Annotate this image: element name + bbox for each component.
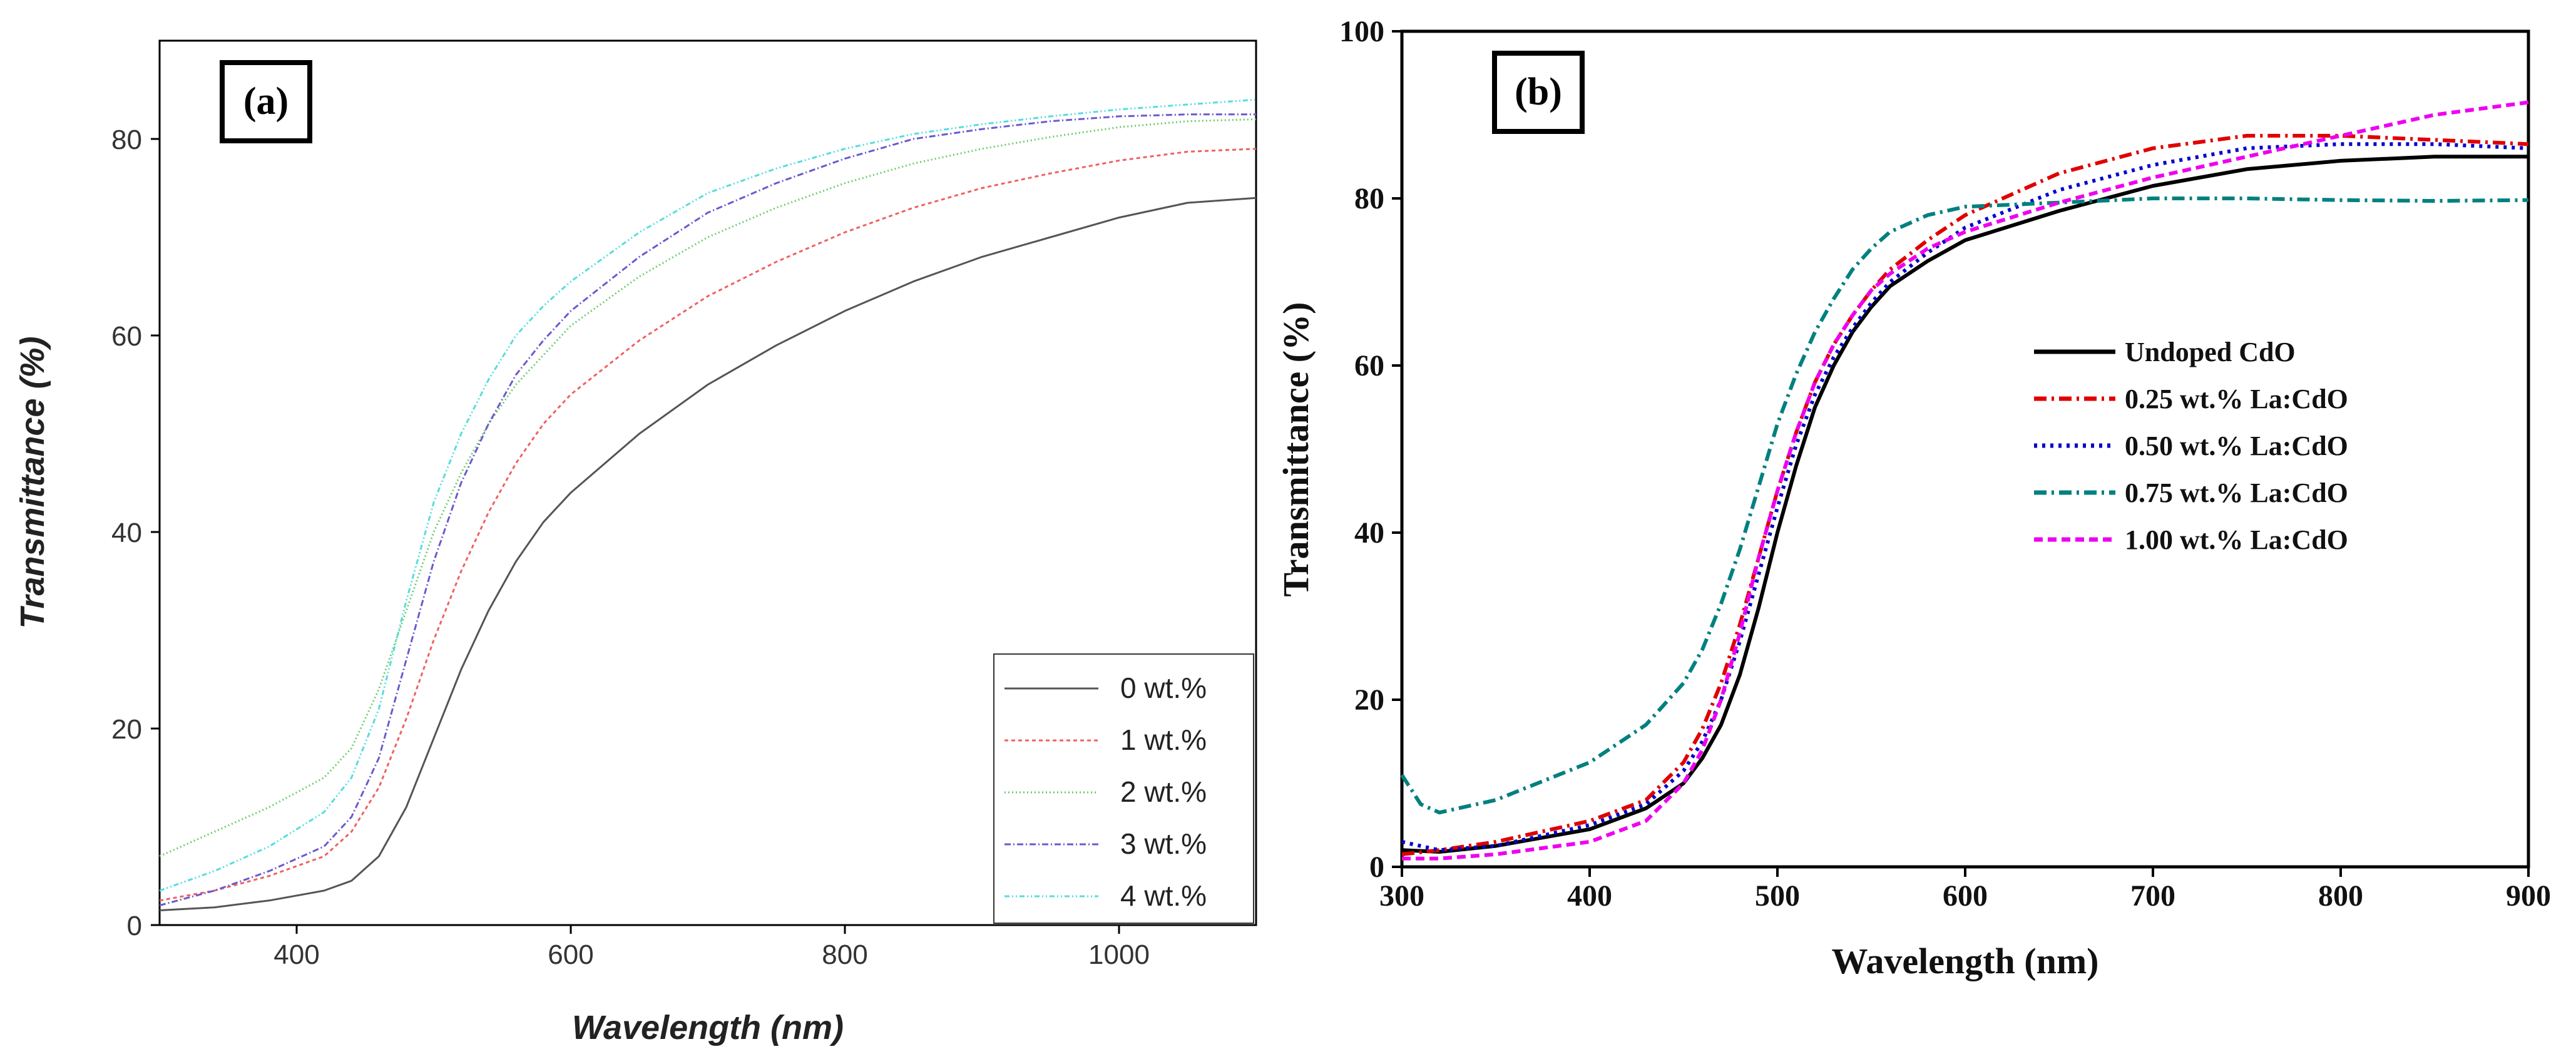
chart-a-series-line-4	[159, 113, 1256, 907]
chart-b-series-line-2	[1401, 133, 2529, 856]
chart-b-xtick-label: 900	[2506, 879, 2551, 913]
chart-a-panel-label: (a)	[243, 80, 289, 123]
chart-a: 400 600 800 1000 0 20 40 60 80 (a) Wavelength (n…	[14, 39, 1257, 1046]
chart-b-series-line-3	[1401, 142, 2529, 852]
chart-b-plot-frame	[1400, 29, 2530, 869]
chart-b-legend-label: 1.00 wt.% La:CdO	[2125, 524, 2348, 555]
chart-b-legend: Undoped CdO 0.25 wt.% La:CdO 0.50 wt.% La:…	[2034, 337, 2348, 555]
chart-b-ytick-label: 60	[1354, 349, 1384, 382]
chart-a-ytick-label: 20	[111, 714, 142, 745]
chart-b-ytick-label: 80	[1354, 182, 1384, 215]
chart-a-legend-label: 0 wt.%	[1120, 672, 1207, 704]
chart-a-series	[159, 98, 1257, 911]
chart-b-panel-label-box	[1492, 51, 1585, 134]
chart-b-xlabel: Wavelength (nm)	[1832, 941, 2099, 981]
chart-b-ytick-label: 40	[1354, 516, 1384, 550]
chart-a-ytick-label: 0	[127, 911, 142, 941]
chart-b-ylabel: Transmittance (%)	[1275, 302, 1316, 597]
chart-b-xtick-label: 300	[1379, 879, 1424, 913]
chart-b-series-line-1	[1401, 155, 2528, 854]
chart-a-legend-label: 3 wt.%	[1120, 827, 1207, 860]
chart-a-xtick-label: 400	[273, 939, 319, 970]
chart-a-legend: 0 wt.% 1 wt.% 2 wt.% 3 wt.% 4 wt.%	[993, 653, 1254, 924]
chart-b-ytick-label: 100	[1339, 15, 1384, 48]
chart-b-legend-label: 0.75 wt.% La:CdO	[2125, 478, 2348, 508]
chart-a-ylabel: Transmittance (%)	[14, 336, 51, 628]
chart-a-xlabel: Wavelength (nm)	[572, 1009, 844, 1046]
chart-b-ticks: 300 400 500 600 700 800 900 0 20 40 60 80 100	[1339, 15, 2551, 913]
chart-b-xtick-label: 700	[2130, 879, 2175, 913]
chart-a-ticks: 400 600 800 1000 0 20 40 60 80	[111, 125, 1150, 970]
chart-a-ytick-label: 40	[111, 518, 142, 548]
chart-b-ytick-label: 0	[1369, 851, 1384, 884]
chart-b: 300 400 500 600 700 800 900 0 20 40 60 80 100 (b) Wa…	[1275, 15, 2551, 981]
chart-a-series-line-3	[159, 118, 1257, 857]
chart-a-series-line-5	[159, 98, 1257, 892]
chart-b-legend-label: Undoped CdO	[2125, 337, 2296, 367]
chart-b-legend-label: 0.25 wt.% La:CdO	[2125, 384, 2348, 414]
chart-a-ytick-label: 60	[111, 321, 142, 352]
chart-a-series-line-1	[159, 197, 1257, 911]
chart-b-series-line-5	[1402, 100, 2529, 861]
chart-a-legend-label: 4 wt.%	[1120, 879, 1207, 912]
chart-a-xtick-label: 600	[548, 939, 593, 970]
chart-b-series	[1400, 100, 2529, 861]
chart-a-xtick-label: 800	[822, 939, 867, 970]
chart-b-xtick-label: 400	[1567, 879, 1612, 913]
chart-a-panel-label-box	[220, 60, 312, 143]
chart-a-ytick-label: 80	[111, 125, 142, 155]
chart-b-panel-label: (b)	[1515, 71, 1562, 113]
chart-b-xtick-label: 600	[1943, 879, 1988, 913]
chart-b-xtick-label: 800	[2318, 879, 2363, 913]
chart-a-xtick-label: 1000	[1088, 939, 1150, 970]
chart-b-series-line-4	[1400, 197, 2529, 815]
chart-a-legend-label: 1 wt.%	[1120, 724, 1207, 756]
chart-a-series-line-2	[159, 148, 1257, 902]
chart-b-ytick-label: 20	[1354, 683, 1384, 717]
chart-a-plot-frame	[158, 39, 1257, 926]
chart-a-legend-frame	[993, 653, 1254, 924]
chart-b-xtick-label: 500	[1755, 879, 1800, 913]
chart-b-legend-label: 0.50 wt.% La:CdO	[2125, 431, 2348, 461]
chart-a-legend-label: 2 wt.%	[1120, 775, 1207, 808]
